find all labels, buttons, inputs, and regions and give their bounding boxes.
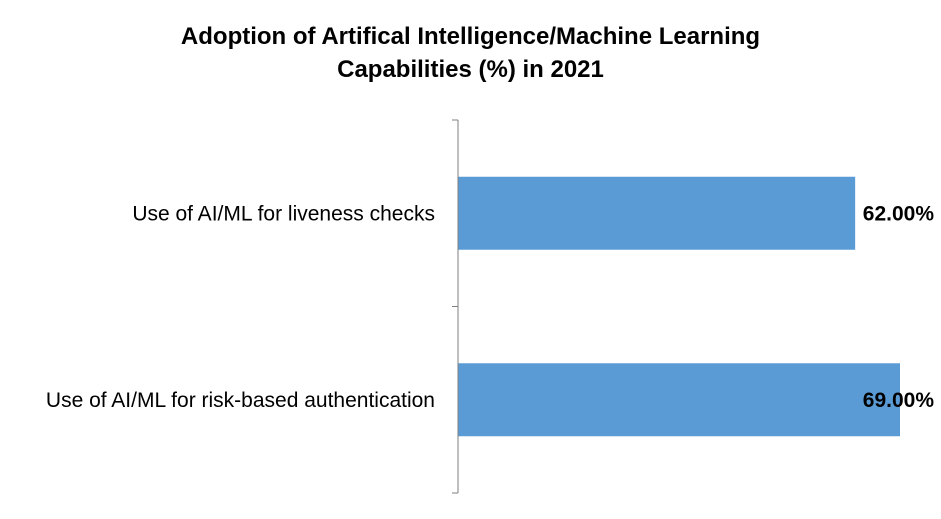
category-label-1: Use of AI/ML for liveness checks (132, 202, 435, 225)
chart-title-line-1: Adoption of Artifical Intelligence/Machi… (180, 23, 761, 50)
chart-title-line-2: Capabilities (%) in 2021 (337, 56, 604, 83)
bar-2 (458, 363, 900, 437)
category-label-2: Use of AI/ML for risk-based authenticati… (46, 389, 435, 412)
data-label-1: 62.00% (863, 202, 935, 225)
bar-1 (458, 176, 856, 250)
data-label-2: 69.00% (863, 389, 935, 412)
chart-title: Adoption of Artifical Intelligence/Machi… (0, 20, 941, 86)
